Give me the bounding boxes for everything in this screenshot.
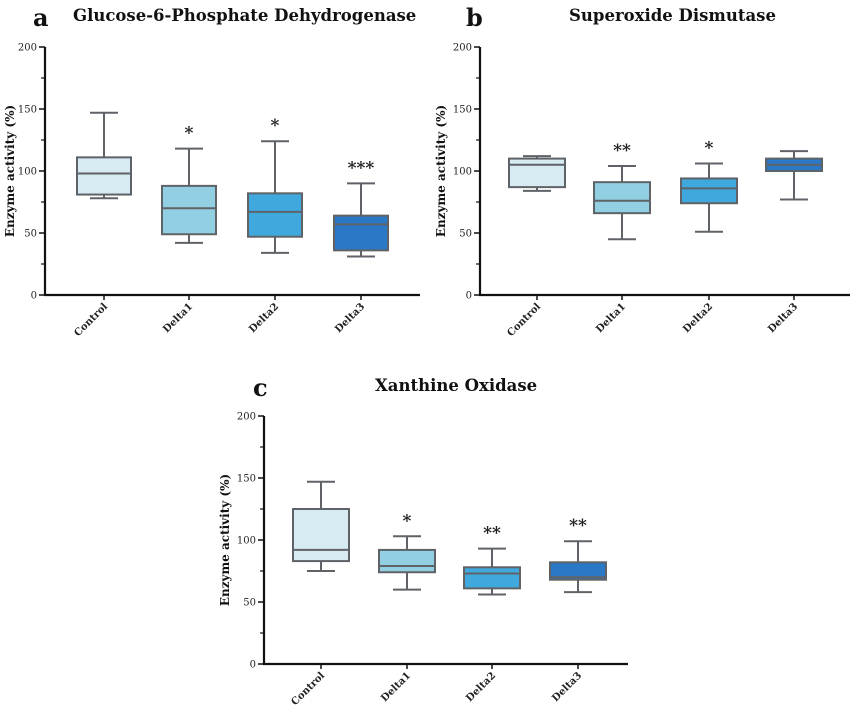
box-iqr [161, 184, 217, 236]
box-control [292, 480, 350, 572]
y-tick-label: 50 [24, 229, 37, 240]
panel-letter-b: b [466, 3, 483, 32]
box-delta1: * [161, 124, 217, 244]
y-tick-label: 200 [237, 412, 256, 423]
y-tick-label: 50 [243, 598, 256, 609]
panel-title-a: Glucose-6-Phosphate Dehydrogenase [73, 6, 417, 25]
y-tick-label: 150 [18, 105, 37, 116]
box-iqr [378, 548, 436, 574]
panel-b: b Superoxide Dismutase 0 50 100 150 200 Enzym… [430, 0, 855, 350]
y-tick-label: 0 [466, 291, 472, 302]
y-tick-label: 50 [459, 229, 472, 240]
y-tick-label: 150 [453, 105, 472, 116]
y-tick-label: 0 [250, 660, 256, 671]
box-iqr [76, 156, 132, 196]
box-iqr [247, 192, 303, 238]
significance-marker: ** [569, 516, 587, 536]
box-delta1: * [378, 511, 436, 591]
panel-a: a Glucose-6-Phosphate Dehydrogenase 0 50 1… [0, 0, 430, 350]
box-iqr [333, 214, 389, 252]
y-tick-label: 0 [31, 291, 37, 302]
significance-marker: ** [483, 524, 501, 544]
x-tick-label: Delta1 [379, 670, 413, 704]
panel-letter-c: c [253, 373, 268, 402]
y-axis-label: Enzyme activity (%) [3, 105, 17, 237]
box-iqr [292, 508, 350, 563]
box-delta2: * [680, 139, 738, 233]
significance-marker: ** [613, 141, 631, 161]
x-tick-label: Delta2 [464, 670, 498, 704]
y-tick-label: 150 [237, 474, 256, 485]
box-delta3: *** [333, 158, 389, 258]
significance-marker: * [271, 116, 280, 136]
x-tick-label: Delta3 [333, 301, 367, 335]
panel-title-b: Superoxide Dismutase [569, 6, 776, 25]
x-tick-label: Delta3 [766, 301, 800, 335]
x-tick-label: Control [72, 301, 110, 339]
significance-marker: * [185, 124, 194, 144]
panel-c: c Xanthine Oxidase 0 50 100 150 200 Enzyme ac… [210, 370, 630, 708]
significance-marker: * [705, 139, 714, 159]
x-tick-label: Delta1 [161, 301, 195, 335]
significance-marker: * [403, 511, 412, 531]
box-delta3 [765, 150, 823, 201]
box-iqr [508, 157, 566, 189]
box-delta2: * [247, 116, 303, 254]
x-tick-label: Delta2 [681, 301, 715, 335]
y-tick-label: 100 [237, 536, 256, 547]
chart-c: 0 50 100 150 200 Enzyme activity (%) Control De… [218, 412, 628, 708]
significance-marker: *** [348, 158, 375, 178]
box-delta3: ** [549, 516, 607, 594]
x-tick-label: Control [505, 301, 543, 339]
y-axis-label: Enzyme activity (%) [434, 105, 448, 237]
y-tick-label: 200 [453, 43, 472, 54]
x-tick-label: Delta1 [594, 301, 628, 335]
box-control [508, 155, 566, 192]
box-iqr [549, 561, 607, 581]
x-tick-label: Delta3 [550, 670, 584, 704]
box-control [76, 111, 132, 200]
box-iqr [463, 566, 521, 590]
box-iqr [593, 181, 651, 215]
y-tick-label: 100 [453, 167, 472, 178]
panel-letter-a: a [33, 3, 49, 32]
box-iqr [680, 177, 738, 205]
chart-a: 0 50 100 150 200 Enzyme activity (%) Control De… [3, 43, 420, 339]
y-tick-label: 200 [18, 43, 37, 54]
box-delta2: ** [463, 524, 521, 596]
x-tick-label: Delta2 [247, 301, 281, 335]
panel-title-c: Xanthine Oxidase [375, 376, 538, 395]
y-tick-label: 100 [18, 167, 37, 178]
y-axis-label: Enzyme activity (%) [218, 474, 232, 606]
chart-b: 0 50 100 150 200 Enzyme activity (%) Control De… [434, 43, 850, 339]
x-tick-label: Control [289, 670, 327, 708]
box-delta1: ** [593, 141, 651, 241]
